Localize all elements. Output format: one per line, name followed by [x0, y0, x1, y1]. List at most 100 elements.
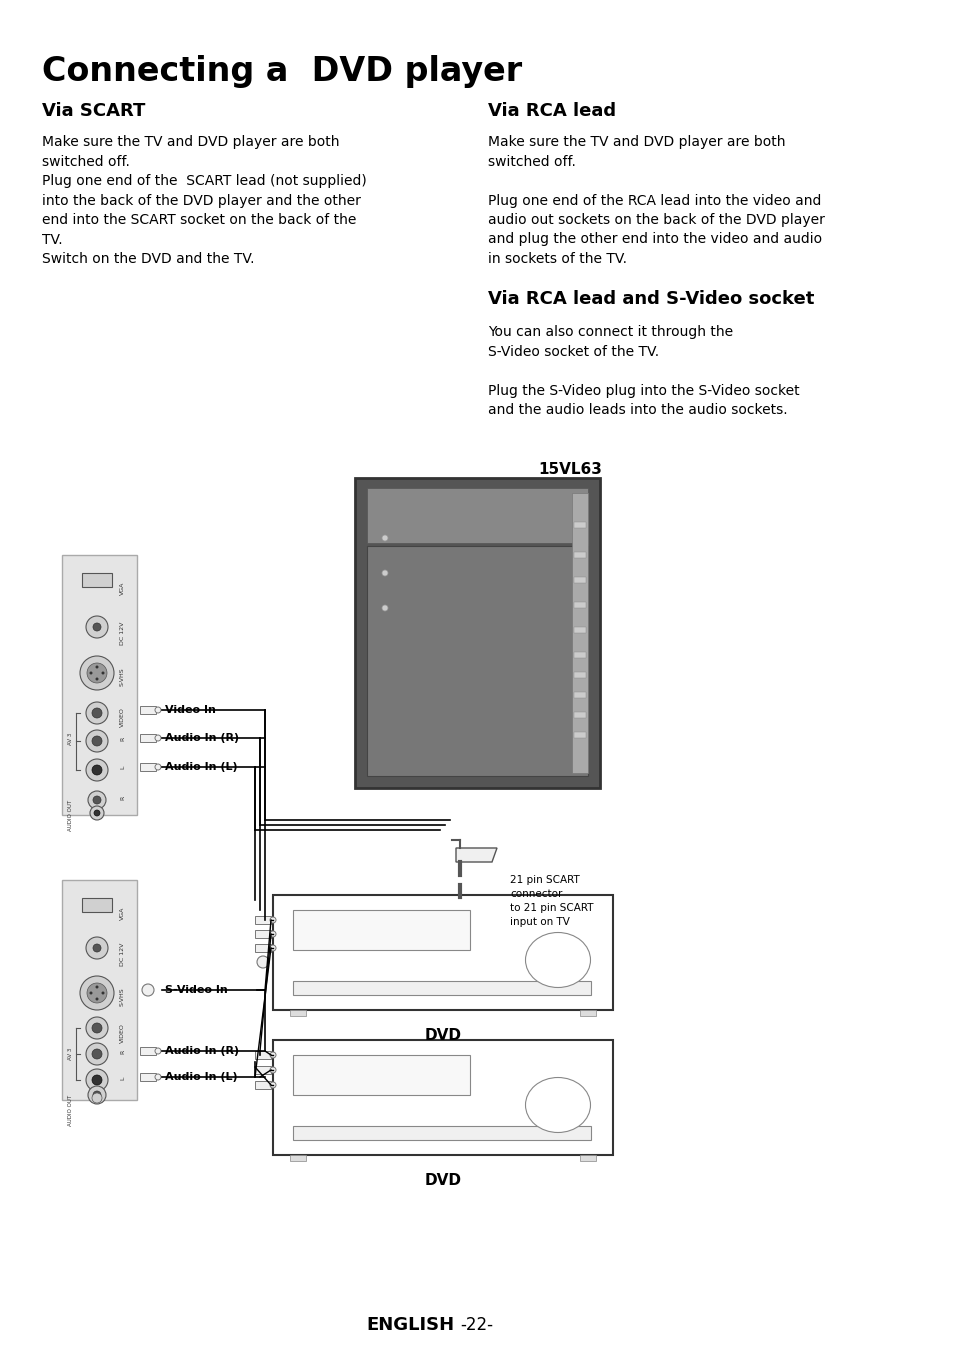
Circle shape	[87, 663, 107, 683]
Circle shape	[92, 622, 101, 630]
Bar	[254, 917, 271, 923]
Bar	[254, 1066, 271, 1075]
Circle shape	[95, 666, 98, 668]
Text: Audio In (L): Audio In (L)	[165, 761, 237, 772]
Circle shape	[270, 917, 275, 923]
Text: 15VL63: 15VL63	[537, 462, 601, 477]
Bar	[367, 545, 587, 776]
Circle shape	[90, 991, 92, 995]
Circle shape	[92, 1091, 101, 1099]
Text: 21 pin SCART
connector
to 21 pin SCART
input on TV: 21 pin SCART connector to 21 pin SCART i…	[510, 875, 593, 927]
Bar	[140, 763, 156, 771]
Bar	[574, 522, 585, 528]
Circle shape	[381, 570, 388, 576]
Circle shape	[256, 956, 269, 968]
Bar	[465, 911, 485, 917]
Text: S-Video In: S-Video In	[165, 986, 228, 995]
Bar	[62, 555, 137, 815]
Bar	[254, 1052, 271, 1058]
Circle shape	[101, 671, 105, 675]
Circle shape	[91, 707, 102, 718]
Bar	[574, 602, 585, 608]
Circle shape	[90, 806, 104, 819]
Circle shape	[91, 736, 102, 747]
Text: AV 3: AV 3	[68, 1048, 73, 1060]
Text: AUDIO OUT: AUDIO OUT	[68, 801, 73, 832]
Circle shape	[154, 707, 161, 713]
Bar	[254, 1081, 271, 1089]
Circle shape	[270, 1066, 275, 1073]
Text: Video In: Video In	[165, 705, 215, 716]
Bar	[140, 734, 156, 743]
Text: L: L	[120, 765, 125, 769]
Bar	[574, 552, 585, 558]
Circle shape	[270, 1052, 275, 1058]
Circle shape	[88, 1085, 106, 1104]
Circle shape	[95, 986, 98, 988]
Bar	[579, 1010, 596, 1017]
Text: DC 12V: DC 12V	[120, 622, 125, 645]
Bar	[140, 1073, 156, 1081]
Circle shape	[86, 937, 108, 958]
Bar	[140, 706, 156, 714]
Text: DVD: DVD	[424, 1173, 461, 1188]
Circle shape	[91, 1075, 102, 1085]
Text: Via RCA lead: Via RCA lead	[488, 103, 616, 120]
Bar	[290, 1156, 306, 1161]
Bar	[367, 487, 587, 543]
Text: Via RCA lead and S-Video socket: Via RCA lead and S-Video socket	[488, 290, 814, 308]
Circle shape	[86, 759, 108, 782]
Circle shape	[95, 678, 98, 680]
Circle shape	[270, 945, 275, 950]
Text: Via SCART: Via SCART	[42, 103, 145, 120]
Circle shape	[91, 765, 102, 775]
Bar	[574, 672, 585, 678]
Circle shape	[86, 616, 108, 639]
Circle shape	[80, 976, 113, 1010]
Circle shape	[86, 1069, 108, 1091]
Circle shape	[87, 983, 107, 1003]
Bar	[140, 1048, 156, 1054]
Circle shape	[270, 931, 275, 937]
Ellipse shape	[525, 933, 590, 987]
Polygon shape	[456, 848, 497, 863]
Circle shape	[381, 535, 388, 541]
Bar	[62, 880, 137, 1100]
Bar	[293, 1054, 469, 1095]
Bar	[254, 930, 271, 938]
Bar	[574, 693, 585, 698]
Bar	[574, 732, 585, 738]
Bar	[293, 981, 590, 995]
Circle shape	[91, 1023, 102, 1033]
Circle shape	[86, 730, 108, 752]
Bar	[273, 895, 613, 1010]
Bar	[355, 478, 599, 788]
Text: L: L	[120, 1076, 125, 1080]
Text: VIDEO: VIDEO	[120, 707, 125, 726]
Circle shape	[95, 998, 98, 1000]
Circle shape	[154, 734, 161, 741]
Text: -22-: -22-	[459, 1316, 493, 1334]
Bar	[82, 898, 112, 913]
Bar	[273, 1040, 613, 1156]
Text: S-VHS: S-VHS	[120, 667, 125, 686]
Bar	[290, 1010, 306, 1017]
Text: R: R	[120, 737, 125, 741]
Polygon shape	[456, 896, 497, 911]
Circle shape	[92, 944, 101, 952]
Circle shape	[142, 984, 153, 996]
Bar	[572, 493, 587, 774]
Circle shape	[80, 656, 113, 690]
Circle shape	[270, 1081, 275, 1088]
Bar	[574, 711, 585, 718]
Text: Audio In (R): Audio In (R)	[165, 1046, 239, 1056]
Circle shape	[101, 991, 105, 995]
Text: VGA: VGA	[120, 907, 125, 921]
Circle shape	[91, 1094, 102, 1103]
Text: DC 12V: DC 12V	[120, 944, 125, 967]
Circle shape	[86, 702, 108, 724]
Bar	[574, 652, 585, 657]
Text: Audio In (L): Audio In (L)	[165, 1072, 237, 1081]
Text: Make sure the TV and DVD player are both
switched off.

Plug one end of the RCA : Make sure the TV and DVD player are both…	[488, 135, 824, 266]
Text: ENGLISH: ENGLISH	[367, 1316, 455, 1334]
